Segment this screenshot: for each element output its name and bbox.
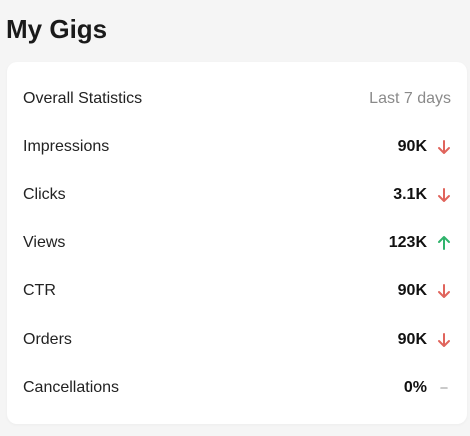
stat-value: 90K [397,282,427,299]
arrow-up-icon [437,235,451,251]
stat-name: CTR [23,282,56,299]
stat-name: Orders [23,331,72,348]
stat-name: Clicks [23,186,66,203]
overall-statistics-card: Overall Statistics Last 7 days Impressio… [7,62,467,424]
stat-row-clicks: Clicks 3.1K [23,182,451,208]
arrow-down-icon [437,187,451,203]
arrow-down-icon [437,139,451,155]
stat-row-ctr: CTR 90K [23,278,451,304]
stat-name: Views [23,234,66,251]
stat-row-cancellations: Cancellations 0% [23,375,451,401]
stat-name: Cancellations [23,379,120,396]
stat-value: 3.1K [393,186,427,203]
stat-value: 90K [397,331,427,348]
arrow-down-icon [437,283,451,299]
card-header-label: Overall Statistics [23,90,143,107]
stat-row-orders: Orders 90K [23,327,451,353]
stat-row-views: Views 123K [23,230,451,256]
stat-value: 0% [403,379,427,396]
stat-name: Impressions [23,138,110,155]
arrow-down-icon [437,332,451,348]
stat-value: 90K [397,138,427,155]
dash-icon [437,380,451,396]
stat-row-impressions: Impressions 90K [23,134,451,160]
page-title: My Gigs [6,14,108,44]
card-header: Overall Statistics Last 7 days [23,86,451,112]
period-selector[interactable]: Last 7 days [369,90,451,107]
stat-value: 123K [388,234,427,251]
